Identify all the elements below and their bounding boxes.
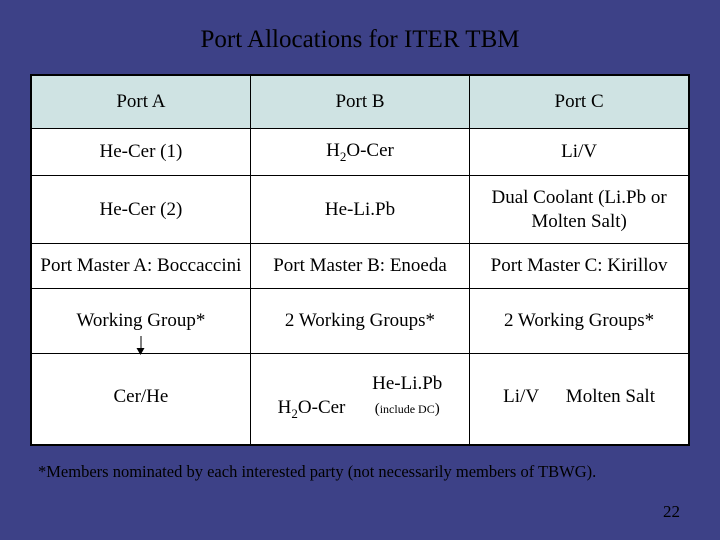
table-row: He-Cer (1) H2O-Cer Li/V [31, 128, 689, 175]
cell-a1: He-Cer (1) [31, 128, 250, 175]
cell-c5: Li/V Molten Salt [470, 353, 689, 444]
arrow-down-icon [140, 336, 141, 354]
cell-b4: 2 Working Groups* [250, 289, 469, 354]
cell-a5: Cer/He [31, 353, 250, 444]
port-allocation-table: Port A Port B Port C He-Cer (1) H2O-Cer … [30, 74, 690, 446]
wg-c-left: Li/V [503, 385, 539, 409]
cell-a3: Port Master A: Boccaccini [31, 244, 250, 289]
wg-b-left: H2O-Cer [278, 396, 346, 422]
table-header-row: Port A Port B Port C [31, 75, 689, 128]
table-row: Cer/He H2O-Cer He-Li.Pb (include DC) Li/… [31, 353, 689, 444]
page-number: 22 [663, 502, 680, 522]
wg-b-right: He-Li.Pb (include DC) [372, 372, 442, 420]
cell-b5: H2O-Cer He-Li.Pb (include DC) [250, 353, 469, 444]
wg-c-right: Molten Salt [566, 385, 655, 409]
cell-b3: Port Master B: Enoeda [250, 244, 469, 289]
cell-b1: H2O-Cer [250, 128, 469, 175]
table-row: Working Group* 2 Working Groups* 2 Worki… [31, 289, 689, 354]
table-row: Port Master A: Boccaccini Port Master B:… [31, 244, 689, 289]
cell-b2: He-Li.Pb [250, 175, 469, 244]
table-row: He-Cer (2) He-Li.Pb Dual Coolant (Li.Pb … [31, 175, 689, 244]
cell-c1: Li/V [470, 128, 689, 175]
header-port-a: Port A [31, 75, 250, 128]
cell-a2: He-Cer (2) [31, 175, 250, 244]
footnote: *Members nominated by each interested pa… [38, 462, 682, 482]
cell-c4: 2 Working Groups* [470, 289, 689, 354]
slide-title: Port Allocations for ITER TBM [30, 26, 690, 54]
cell-c3: Port Master C: Kirillov [470, 244, 689, 289]
cell-c2: Dual Coolant (Li.Pb or Molten Salt) [470, 175, 689, 244]
header-port-c: Port C [470, 75, 689, 128]
header-port-b: Port B [250, 75, 469, 128]
